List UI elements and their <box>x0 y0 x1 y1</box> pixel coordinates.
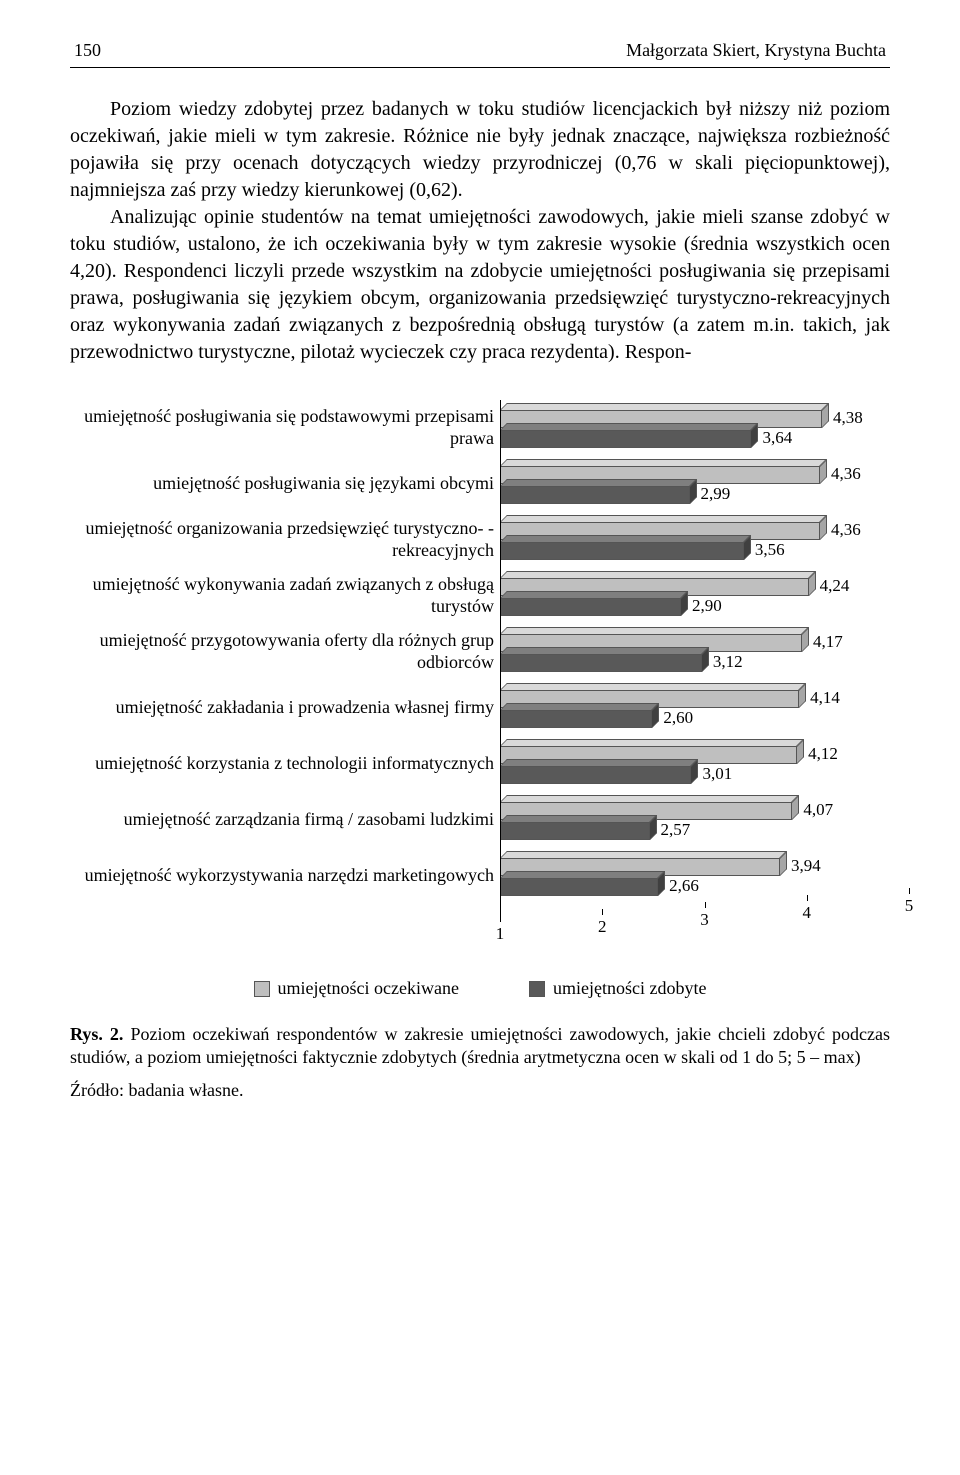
figure-source: Źródło: badania własne. <box>70 1080 890 1101</box>
bar-obtained <box>500 710 652 728</box>
category-label: umiejętność przygotowywania oferty dla r… <box>70 624 500 680</box>
chart-plot-area: 4,38 3,64 4,36 2,99 4,36 3,56 4,24 2,90 4,17 3,12… <box>500 400 890 918</box>
bar-obtained <box>500 654 702 672</box>
figure-label: Rys. 2. <box>70 1024 123 1044</box>
bar-obtained <box>500 542 744 560</box>
value-obtained: 2,60 <box>663 708 693 728</box>
value-obtained: 2,66 <box>669 876 699 896</box>
category-label: umiejętność posługiwania się językami ob… <box>70 456 500 512</box>
value-expected: 4,36 <box>831 520 861 540</box>
x-tick-label: 2 <box>598 917 607 937</box>
bar-obtained <box>500 486 690 504</box>
bar-obtained <box>500 878 658 896</box>
authors: Małgorzata Skiert, Krystyna Buchta <box>626 40 886 61</box>
bar-obtained <box>500 766 691 784</box>
value-obtained: 2,99 <box>701 484 731 504</box>
category-label: umiejętność wykonywania zadań związanych… <box>70 568 500 624</box>
value-obtained: 3,64 <box>762 428 792 448</box>
figure-caption: Rys. 2. Poziom oczekiwań respondentów w … <box>70 1023 890 1070</box>
bar-obtained <box>500 598 681 616</box>
legend-expected: umiejętności oczekiwane <box>254 978 459 999</box>
category-label: umiejętność wykorzystywania narzędzi mar… <box>70 848 500 904</box>
x-tick-label: 3 <box>700 910 709 930</box>
x-tick-label: 5 <box>905 896 914 916</box>
legend-expected-label: umiejętności oczekiwane <box>278 978 459 999</box>
value-expected: 4,24 <box>820 576 850 596</box>
figure-caption-text: Poziom oczekiwań respondentów w zakresie… <box>70 1024 890 1067</box>
running-head: 150 Małgorzata Skiert, Krystyna Buchta <box>70 40 890 61</box>
value-expected: 4,38 <box>833 408 863 428</box>
swatch-expected <box>254 981 270 997</box>
value-obtained: 3,12 <box>713 652 743 672</box>
paragraph-2: Analizując opinie studentów na temat umi… <box>70 204 890 366</box>
category-label: umiejętność posługiwania się podstawowym… <box>70 400 500 456</box>
legend-obtained-label: umiejętności zdobyte <box>553 978 706 999</box>
value-expected: 4,14 <box>810 688 840 708</box>
figure-2: umiejętność posługiwania się podstawowym… <box>70 400 890 999</box>
x-tick-label: 1 <box>496 924 505 944</box>
y-axis <box>500 400 501 918</box>
category-labels: umiejętność posługiwania się podstawowym… <box>70 400 500 918</box>
category-label: umiejętność zarządzania firmą / zasobami… <box>70 792 500 848</box>
category-label: umiejętność korzystania z technologii in… <box>70 736 500 792</box>
category-label: umiejętność organizowania przedsięwzięć … <box>70 512 500 568</box>
value-expected: 4,12 <box>808 744 838 764</box>
value-obtained: 2,57 <box>661 820 691 840</box>
bar-obtained <box>500 822 650 840</box>
value-obtained: 3,01 <box>702 764 732 784</box>
legend: umiejętności oczekiwane umiejętności zdo… <box>70 978 890 999</box>
x-axis-ticks: 12345 <box>500 918 890 968</box>
value-expected: 4,36 <box>831 464 861 484</box>
value-expected: 3,94 <box>791 856 821 876</box>
value-expected: 4,07 <box>803 800 833 820</box>
swatch-obtained <box>529 981 545 997</box>
header-rule <box>70 67 890 68</box>
value-obtained: 3,56 <box>755 540 785 560</box>
paragraph-1: Poziom wiedzy zdobytej przez badanych w … <box>70 96 890 204</box>
category-label: umiejętność zakładania i prowadzenia wła… <box>70 680 500 736</box>
bar-obtained <box>500 430 751 448</box>
page-number: 150 <box>74 40 101 61</box>
body-text: Poziom wiedzy zdobytej przez badanych w … <box>70 96 890 366</box>
value-obtained: 2,90 <box>692 596 722 616</box>
value-expected: 4,17 <box>813 632 843 652</box>
legend-obtained: umiejętności zdobyte <box>529 978 706 999</box>
x-tick-label: 4 <box>803 903 812 923</box>
